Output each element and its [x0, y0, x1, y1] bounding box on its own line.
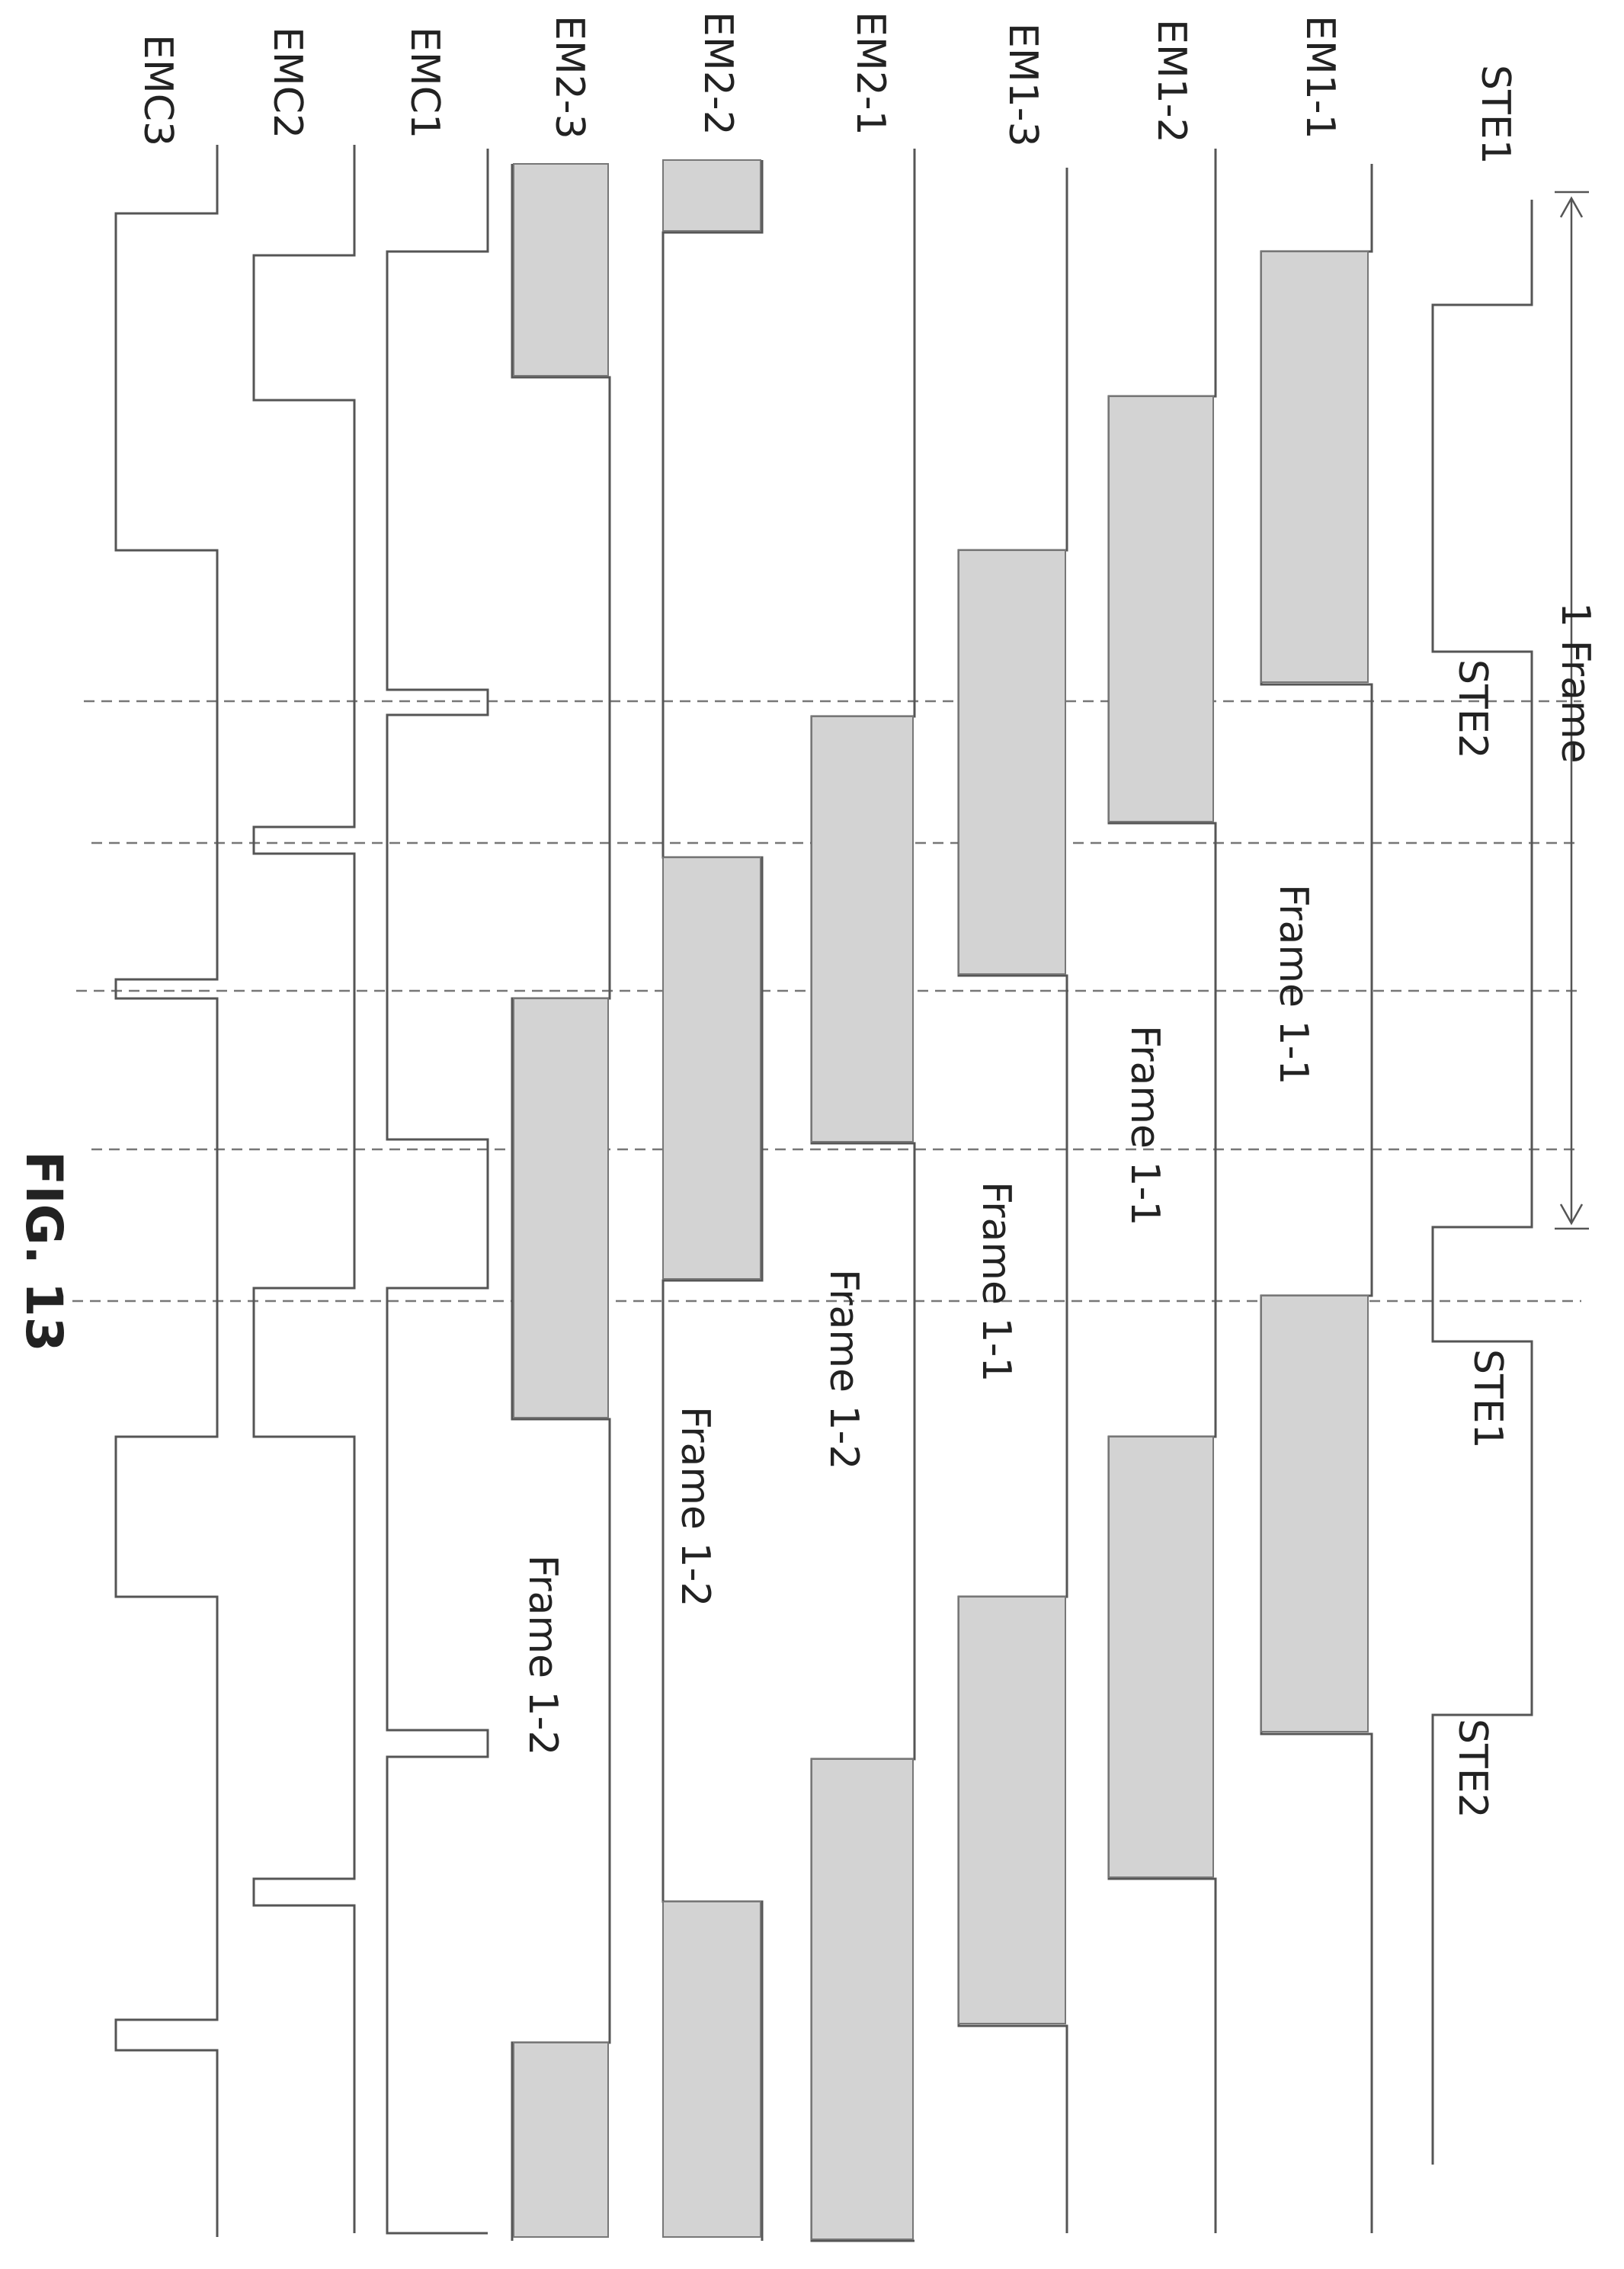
active-pulse: [811, 716, 914, 1143]
signal-label-emc3: EMC3: [135, 34, 181, 146]
signal-labels: STE1 EM1-1 EM1-2 EM1-3 EM2-1 EM2-2 EM2-3…: [135, 11, 1518, 165]
inline-label-ste2: STE2: [1449, 659, 1495, 759]
signal-label-em2-2: EM2-2: [695, 11, 741, 136]
waveform-line: [252, 145, 356, 2233]
active-pulse: [811, 1758, 914, 2240]
waveform-em1-3: [957, 168, 1068, 2233]
rotated-figure: 1 Frame: [14, 11, 1598, 2242]
span-arrowhead: [1559, 196, 1584, 218]
frame-label: Frame 1-2: [821, 1269, 866, 1469]
span-arrowhead: [1559, 1203, 1584, 1226]
waveform-emc3: [114, 145, 219, 2237]
frame-label: Frame 1-1: [1122, 1025, 1168, 1226]
active-pulse: [1260, 1295, 1369, 1732]
waveform-emc1: [386, 149, 489, 2235]
active-pulse: [513, 163, 609, 377]
active-pulse: [1260, 251, 1369, 683]
one-frame-span: 1 Frame: [1552, 191, 1598, 1230]
active-pulse: [662, 857, 761, 1280]
signal-label-em1-2: EM1-2: [1148, 19, 1194, 143]
active-pulse: [513, 998, 609, 1418]
active-pulse: [958, 550, 1066, 975]
inline-label-ste2: STE2: [1449, 1719, 1495, 1819]
active-pulse: [662, 159, 761, 232]
inline-ste-labels: STE2 STE1 STE2: [1449, 659, 1510, 1819]
waveform-ste1: [1431, 200, 1533, 2165]
frame-labels: Frame 1-1 Frame 1-1 Frame 1-1 Frame 1-2 …: [520, 884, 1316, 1755]
waveform-line: [386, 149, 489, 2235]
active-pulse: [662, 1901, 761, 2238]
waveform-line: [114, 145, 219, 2237]
figure-label: FIG. 13: [14, 1151, 73, 1352]
signal-label-emc2: EMC2: [264, 27, 310, 139]
signal-label-emc1: EMC1: [402, 27, 447, 139]
active-pulse: [1108, 396, 1214, 822]
waveform-em2-3: [511, 163, 611, 2241]
waveform-em2-2: [661, 159, 764, 2241]
span-label: 1 Frame: [1552, 602, 1598, 764]
frame-label: Frame 1-2: [672, 1406, 718, 1607]
frame-label: Frame 1-2: [520, 1555, 565, 1755]
waveform-emc2: [252, 145, 356, 2233]
waveform-em1-1: [1260, 164, 1373, 2233]
frame-label: Frame 1-1: [1270, 884, 1316, 1085]
active-pulse: [958, 1596, 1066, 2024]
signal-label-ste1: STE1: [1472, 65, 1518, 165]
active-pulse: [513, 2042, 609, 2238]
frame-label: Frame 1-1: [973, 1181, 1019, 1382]
signal-label-em1-1: EM1-1: [1297, 15, 1343, 139]
signal-label-em2-3: EM2-3: [546, 15, 592, 139]
waveform-em2-1: [810, 149, 916, 2242]
waveform-em1-2: [1107, 149, 1217, 2233]
signal-label-em1-3: EM1-3: [1000, 23, 1046, 147]
inline-label-ste1: STE1: [1465, 1349, 1510, 1449]
active-pulse: [1108, 1436, 1214, 1878]
signal-label-em2-1: EM2-1: [847, 11, 893, 136]
waveform-line: [1431, 200, 1533, 2165]
